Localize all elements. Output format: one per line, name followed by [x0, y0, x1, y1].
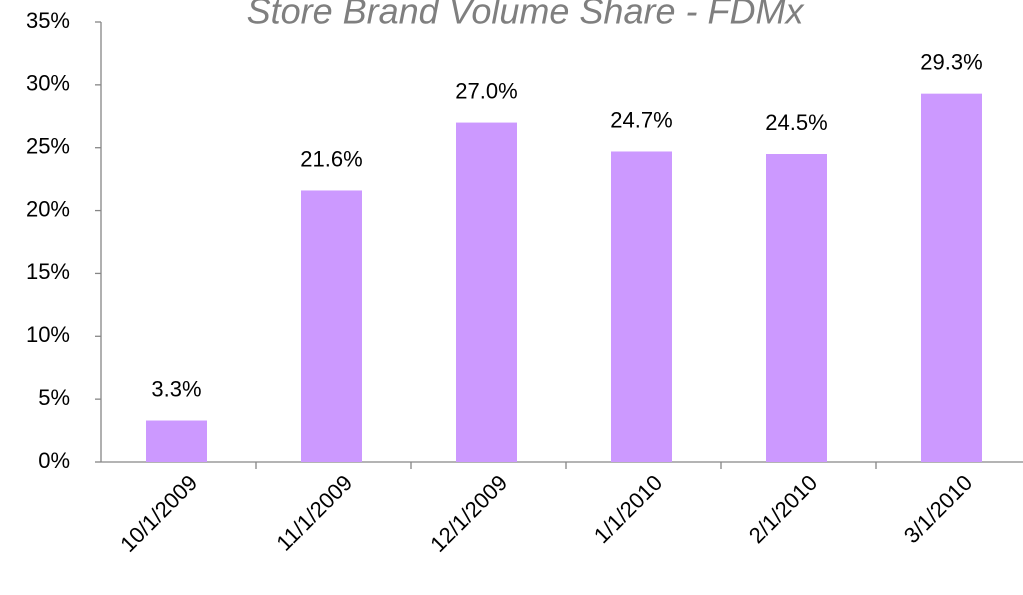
x-tick-label: 1/1/2010: [589, 470, 667, 548]
y-tick-label: 15%: [26, 259, 70, 284]
y-tick-label: 20%: [26, 196, 70, 221]
chart-title: Store Brand Volume Share - FDMx: [247, 0, 806, 32]
bar: [301, 190, 362, 462]
value-label: 24.7%: [610, 107, 672, 132]
bar: [611, 151, 672, 462]
y-tick-label: 35%: [26, 8, 70, 33]
bar: [921, 93, 982, 463]
value-label: 27.0%: [455, 78, 517, 103]
bar: [146, 420, 207, 462]
y-tick-label: 30%: [26, 71, 70, 96]
x-tick-label: 12/1/2009: [425, 470, 512, 557]
value-label: 3.3%: [151, 376, 201, 401]
y-tick-label: 25%: [26, 134, 70, 159]
y-tick-label: 5%: [38, 385, 70, 410]
bar: [456, 122, 517, 463]
x-tick-label: 11/1/2009: [271, 470, 357, 556]
y-tick-label: 0%: [38, 448, 70, 473]
value-label: 24.5%: [765, 110, 827, 135]
value-label: 29.3%: [920, 49, 982, 74]
x-tick-label: 3/1/2010: [899, 470, 977, 548]
y-tick-label: 10%: [26, 322, 70, 347]
bar: [766, 154, 827, 462]
value-label: 21.6%: [300, 146, 362, 171]
x-tick-label: 2/1/2010: [744, 470, 822, 548]
x-tick-label: 10/1/2009: [115, 470, 202, 557]
